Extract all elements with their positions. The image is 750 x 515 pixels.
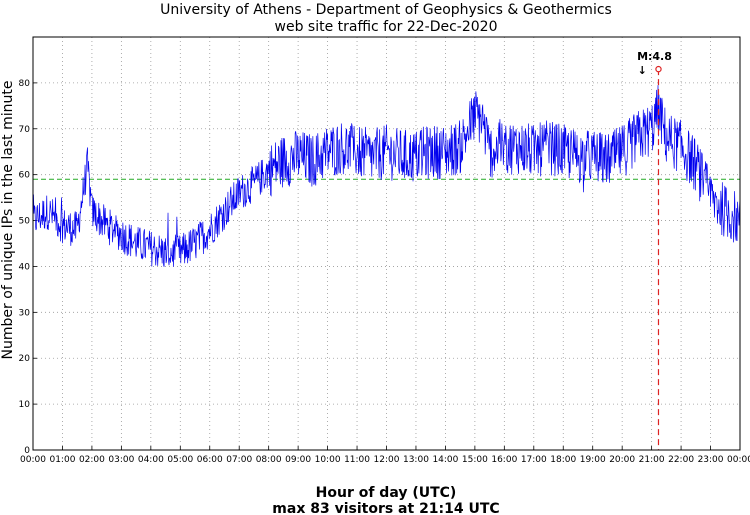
y-tick-label: 30 xyxy=(19,308,31,318)
x-tick-label: 10:00 xyxy=(315,455,341,465)
y-tick-label: 50 xyxy=(19,217,31,227)
x-tick-label: 05:00 xyxy=(167,455,193,465)
plot-frame xyxy=(32,36,741,451)
max-marker-label: M:4.8 xyxy=(637,50,672,63)
x-tick-label: 13:00 xyxy=(403,455,429,465)
chart-subtitle: web site traffic for 22-Dec-2020 xyxy=(275,19,498,35)
y-axis-ticks: 0 10 20 30 40 50 60 70 80 xyxy=(19,79,37,456)
y-tick-label: 0 xyxy=(24,446,30,456)
x-tick-label: 00:00 xyxy=(20,455,46,465)
chart-title: University of Athens - Department of Geo… xyxy=(160,2,612,18)
y-tick-label: 80 xyxy=(19,79,31,89)
x-tick-label: 04:00 xyxy=(138,455,164,465)
x-tick-label: 06:00 xyxy=(197,455,223,465)
x-tick-label: 22:00 xyxy=(668,455,694,465)
x-tick-label: 15:00 xyxy=(462,455,488,465)
arrow-marker: ↓ xyxy=(638,64,647,77)
x-tick-label: 19:00 xyxy=(580,455,606,465)
x-tick-label: 09:00 xyxy=(285,455,311,465)
max-marker-circle xyxy=(655,65,662,73)
x-axis-label: Hour of day (UTC) xyxy=(316,485,457,501)
y-tick-label: 40 xyxy=(19,262,31,272)
max-visitors-footer: max 83 visitors at 21:14 UTC xyxy=(272,501,499,515)
y-tick-label: 20 xyxy=(19,354,31,364)
x-axis-ticks: 00:00 01:00 02:00 03:00 04:00 05:00 06:00 07:00… xyxy=(20,446,750,465)
x-tick-label: 14:00 xyxy=(432,455,458,465)
x-tick-label: 07:00 xyxy=(226,455,252,465)
y-tick-label: 10 xyxy=(19,400,31,410)
y-axis-label: Number of unique IPs in the last minute xyxy=(0,81,16,360)
x-tick-label: 18:00 xyxy=(550,455,576,465)
x-tick-label: 21:00 xyxy=(639,455,665,465)
x-tick-label: 23:00 xyxy=(698,455,724,465)
x-tick-label: 11:00 xyxy=(344,455,370,465)
x-tick-label: 03:00 xyxy=(108,455,134,465)
x-tick-label: 17:00 xyxy=(521,455,547,465)
y-tick-label: 70 xyxy=(19,125,31,135)
y-tick-label: 60 xyxy=(19,171,31,181)
series-traffic-line xyxy=(32,85,741,267)
x-tick-label: 00:00 xyxy=(727,455,750,465)
x-tick-label: 01:00 xyxy=(49,455,75,465)
x-tick-label: 12:00 xyxy=(374,455,400,465)
x-tick-label: 02:00 xyxy=(79,455,105,465)
x-tick-label: 08:00 xyxy=(256,455,282,465)
x-tick-label: 16:00 xyxy=(491,455,517,465)
x-tick-label: 20:00 xyxy=(609,455,635,465)
